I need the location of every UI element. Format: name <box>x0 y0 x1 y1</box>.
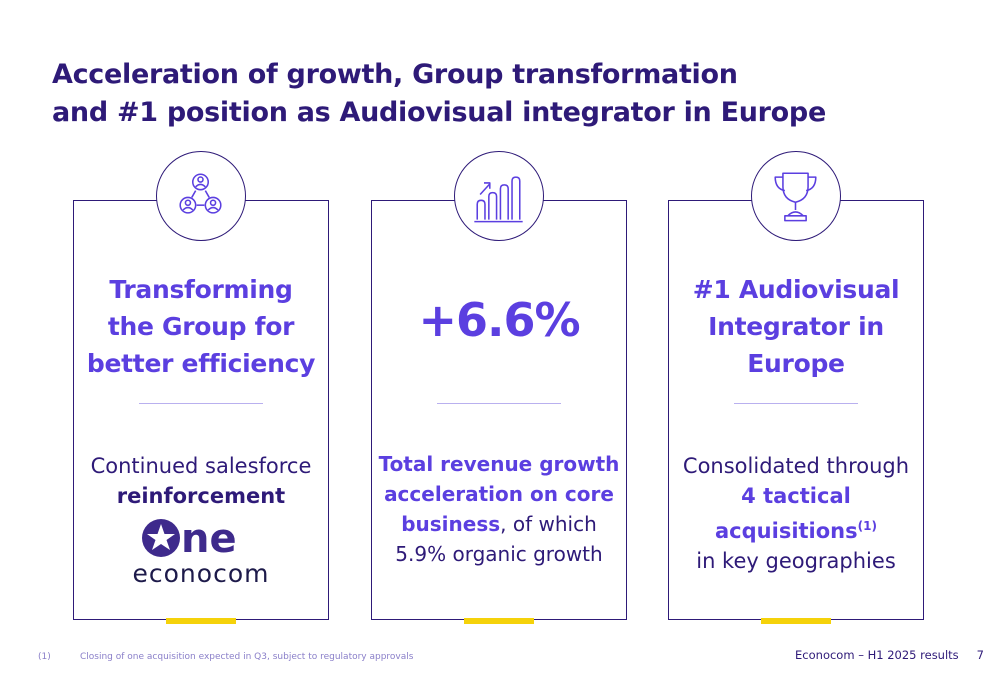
divider <box>139 403 263 404</box>
body-line: 5.9% organic growth <box>395 542 603 566</box>
card-audiovisual: #1 Audiovisual Integrator in Europe Cons… <box>668 151 924 624</box>
title-line-2: and #1 position as Audiovisual integrato… <box>52 97 826 128</box>
title-line-1: Acceleration of growth, Group transforma… <box>52 59 738 90</box>
heading-line: Europe <box>747 349 845 378</box>
card-heading: #1 Audiovisual Integrator in Europe <box>669 271 923 382</box>
footer-label: Econocom – H1 2025 results <box>795 648 959 662</box>
card-body: Consolidated through 4 tactical acquisit… <box>669 451 923 576</box>
revenue-growth-value: +6.6% <box>418 293 580 347</box>
body-bold: business <box>401 512 501 536</box>
body-bold: reinforcement <box>116 484 286 508</box>
footnote-ref: (1) <box>857 519 877 533</box>
footnote: (1) Closing of one acquisition expected i… <box>38 652 413 662</box>
body-line: Continued salesforce <box>90 454 312 478</box>
growth-chart-icon <box>454 151 544 241</box>
logo-one-text: ne <box>181 516 237 562</box>
body-bold: acquisitions <box>715 519 858 543</box>
page-number: 7 <box>976 648 984 662</box>
econocom-logo: econocom <box>132 559 270 588</box>
people-network-icon <box>156 151 246 241</box>
card-body: Continued salesforce reinforcement <box>74 451 328 511</box>
footer: Econocom – H1 2025 results 7 <box>795 648 984 662</box>
body-line: in key geographies <box>696 549 896 573</box>
page-title: Acceleration of growth, Group transforma… <box>52 56 952 132</box>
footnote-number: (1) <box>38 652 51 662</box>
heading-line: Transforming <box>109 275 293 304</box>
yellow-accent <box>464 618 534 624</box>
divider <box>437 403 561 404</box>
body-bold: acceleration on core <box>384 482 614 506</box>
card-body: Total revenue growth acceleration on cor… <box>372 449 626 569</box>
card-transformation: Transforming the Group for better effici… <box>73 151 329 624</box>
body-bold: 4 tactical <box>741 484 851 508</box>
card-revenue-growth: +6.6% Total revenue growth acceleration … <box>371 151 627 624</box>
divider <box>734 403 858 404</box>
body-bold: Total revenue growth <box>378 452 620 476</box>
yellow-accent <box>166 618 236 624</box>
body-line: Consolidated through <box>682 454 910 478</box>
trophy-icon <box>751 151 841 241</box>
body-text: , of which <box>500 512 597 536</box>
one-logo: ne <box>74 512 328 562</box>
heading-line: #1 Audiovisual <box>692 275 900 304</box>
card-heading: Transforming the Group for better effici… <box>74 271 328 382</box>
yellow-accent <box>761 618 831 624</box>
footnote-text: Closing of one acquisition expected in Q… <box>80 652 414 662</box>
heading-line: Integrator in <box>708 312 884 341</box>
heading-line: the Group for <box>107 312 295 341</box>
heading-line: better efficiency <box>86 349 316 378</box>
